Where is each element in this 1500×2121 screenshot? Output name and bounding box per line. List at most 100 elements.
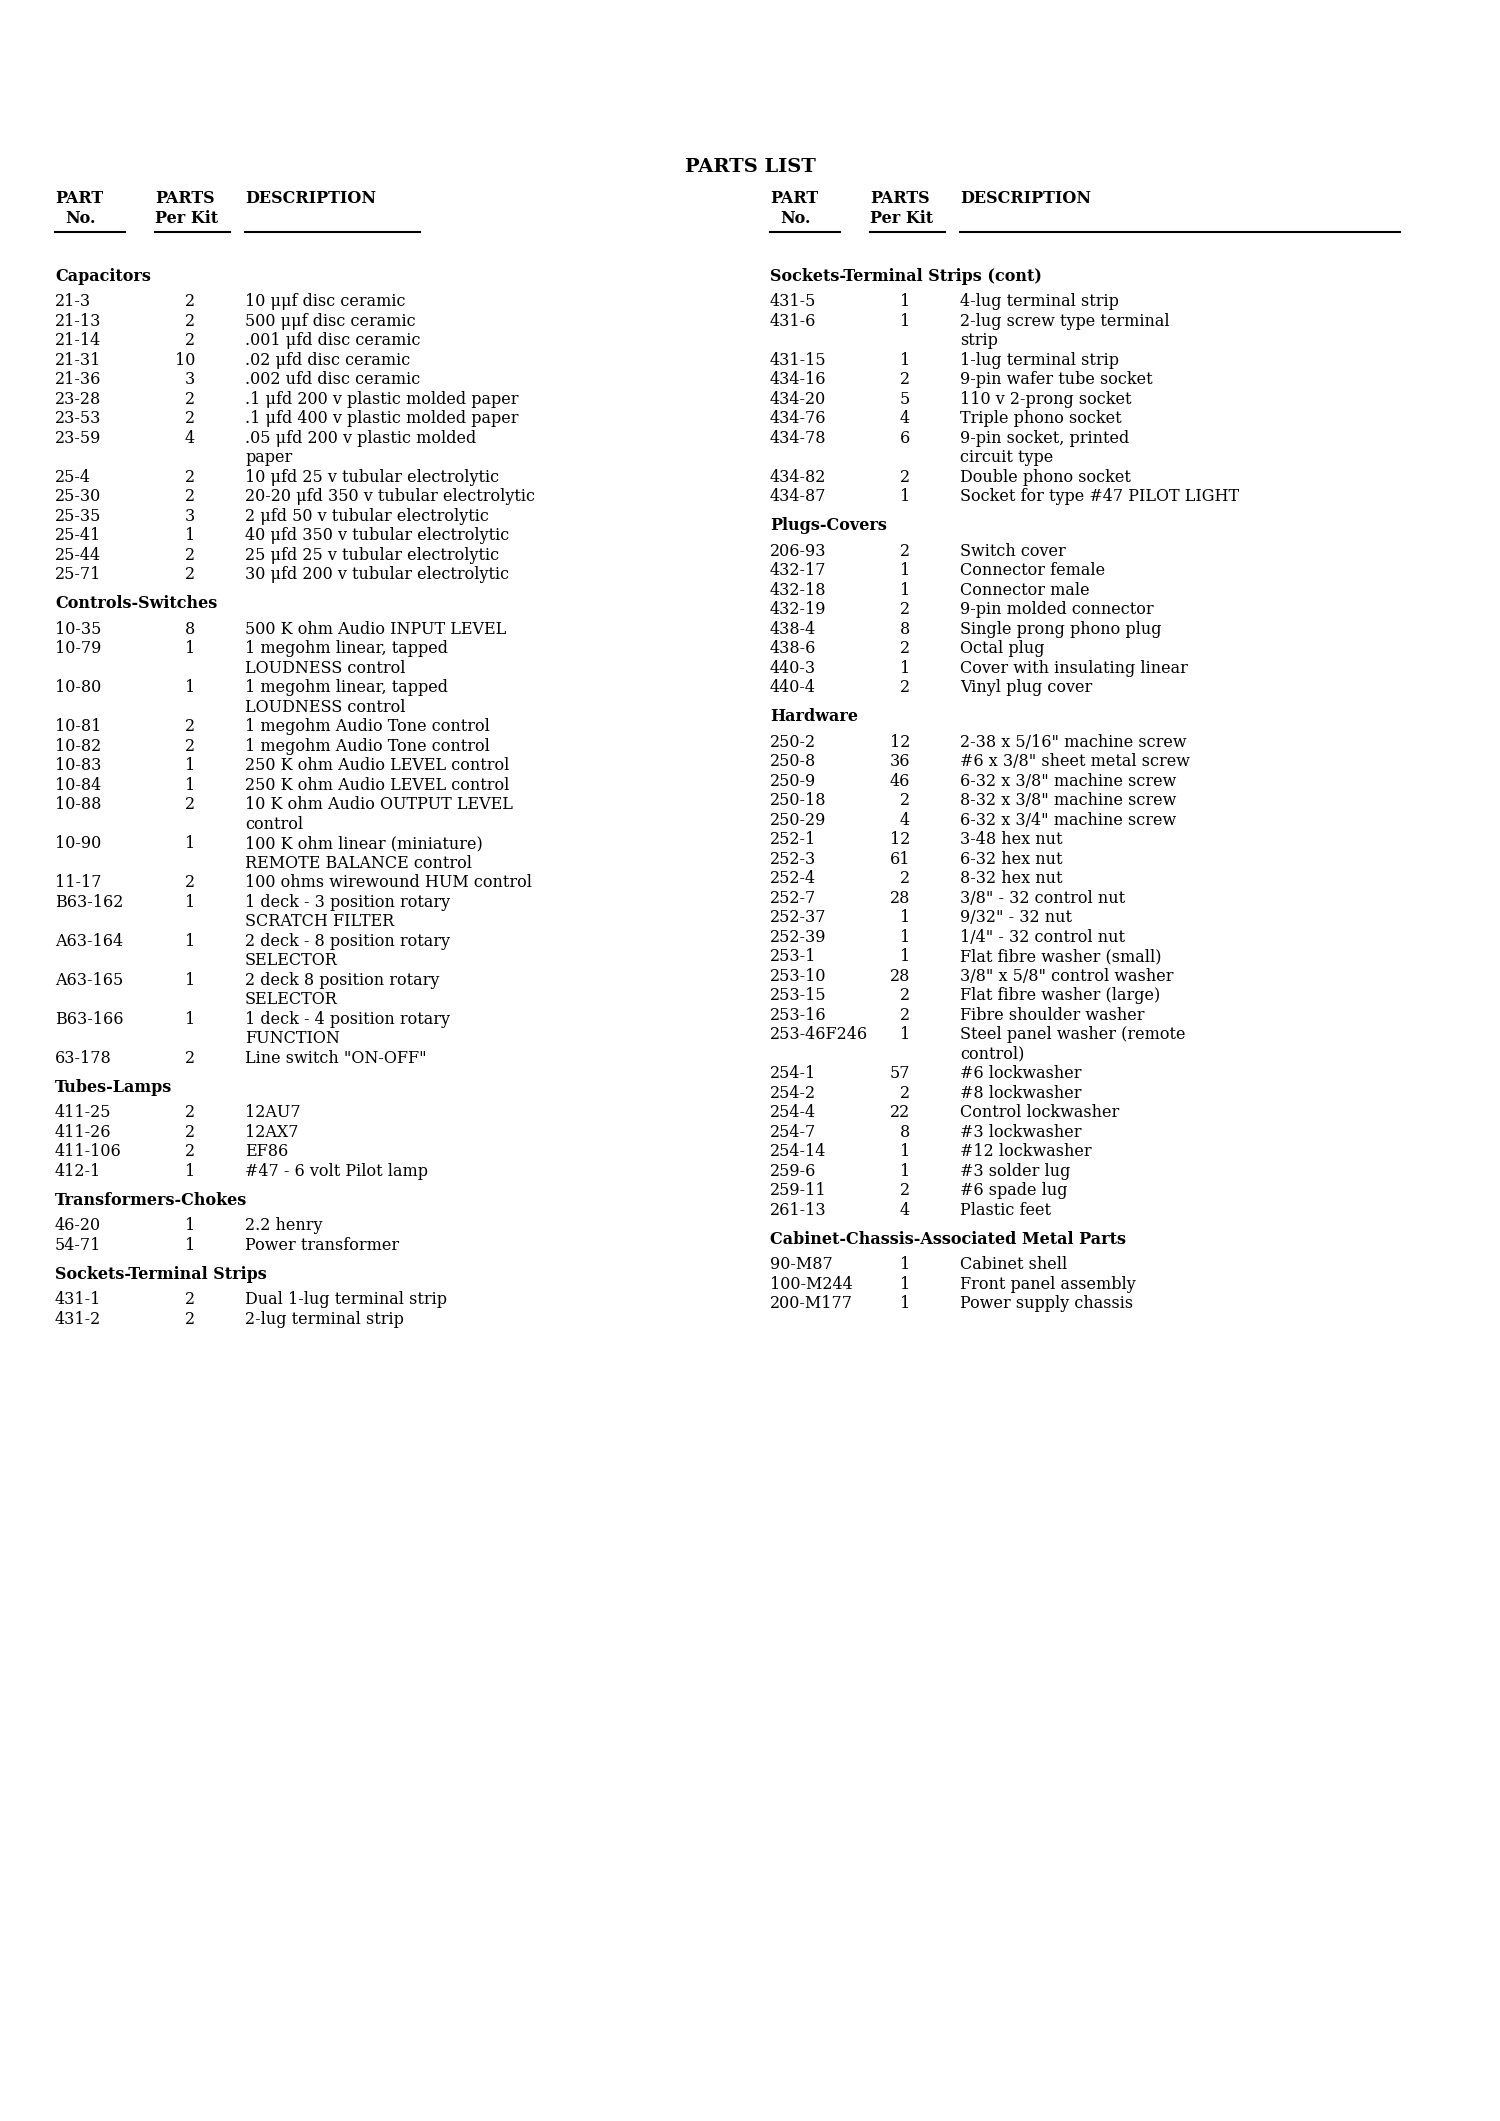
- Text: #12 lockwasher: #12 lockwasher: [960, 1143, 1092, 1160]
- Text: 8: 8: [184, 621, 195, 638]
- Text: 2: 2: [900, 469, 910, 486]
- Text: 110 v 2-prong socket: 110 v 2-prong socket: [960, 390, 1131, 407]
- Text: 10-84: 10-84: [56, 776, 102, 793]
- Text: 10-82: 10-82: [56, 738, 102, 755]
- Text: 254-14: 254-14: [770, 1143, 826, 1160]
- Text: 1: 1: [900, 312, 910, 329]
- Text: 1: 1: [184, 776, 195, 793]
- Text: 9-pin wafer tube socket: 9-pin wafer tube socket: [960, 371, 1152, 388]
- Text: circuit type: circuit type: [960, 450, 1053, 467]
- Text: B63-166: B63-166: [56, 1012, 123, 1029]
- Text: .1 μfd 200 v plastic molded paper: .1 μfd 200 v plastic molded paper: [244, 390, 519, 407]
- Text: Steel panel washer (remote: Steel panel washer (remote: [960, 1027, 1185, 1044]
- Text: Double phono socket: Double phono socket: [960, 469, 1131, 486]
- Text: 434-20: 434-20: [770, 390, 826, 407]
- Text: 4-lug terminal strip: 4-lug terminal strip: [960, 293, 1119, 310]
- Text: #6 lockwasher: #6 lockwasher: [960, 1065, 1082, 1082]
- Text: 432-18: 432-18: [770, 581, 826, 598]
- Text: 440-4: 440-4: [770, 679, 816, 696]
- Text: Socket for type #47 PILOT LIGHT: Socket for type #47 PILOT LIGHT: [960, 488, 1239, 505]
- Text: PARTS: PARTS: [154, 191, 214, 208]
- Text: DESCRIPTION: DESCRIPTION: [960, 191, 1090, 208]
- Text: 25-30: 25-30: [56, 488, 102, 505]
- Text: 431-2: 431-2: [56, 1311, 102, 1328]
- Text: 1: 1: [900, 660, 910, 677]
- Text: 3: 3: [184, 507, 195, 524]
- Text: 2: 2: [900, 986, 910, 1005]
- Text: Cover with insulating linear: Cover with insulating linear: [960, 660, 1188, 677]
- Text: 28: 28: [890, 967, 910, 984]
- Text: No.: No.: [780, 210, 810, 227]
- Text: 434-82: 434-82: [770, 469, 826, 486]
- Text: 25-71: 25-71: [56, 566, 102, 583]
- Text: 250 K ohm Audio LEVEL control: 250 K ohm Audio LEVEL control: [244, 776, 510, 793]
- Text: 253-1: 253-1: [770, 948, 816, 965]
- Text: 2: 2: [900, 1007, 910, 1024]
- Text: 434-16: 434-16: [770, 371, 826, 388]
- Text: 9-pin socket, printed: 9-pin socket, printed: [960, 431, 1130, 448]
- Text: Switch cover: Switch cover: [960, 543, 1065, 560]
- Text: Power transformer: Power transformer: [244, 1237, 399, 1254]
- Text: Octal plug: Octal plug: [960, 641, 1044, 658]
- Text: 411-106: 411-106: [56, 1143, 122, 1160]
- Text: 30 μfd 200 v tubular electrolytic: 30 μfd 200 v tubular electrolytic: [244, 566, 508, 583]
- Text: 1: 1: [184, 679, 195, 696]
- Text: 2: 2: [184, 390, 195, 407]
- Text: 1: 1: [900, 910, 910, 927]
- Text: 46: 46: [890, 772, 910, 789]
- Text: 46-20: 46-20: [56, 1217, 100, 1234]
- Text: 63-178: 63-178: [56, 1050, 111, 1067]
- Text: 253-16: 253-16: [770, 1007, 826, 1024]
- Text: LOUDNESS control: LOUDNESS control: [244, 660, 405, 677]
- Text: 1: 1: [900, 1027, 910, 1044]
- Text: Per Kit: Per Kit: [870, 210, 933, 227]
- Text: 1: 1: [184, 757, 195, 774]
- Text: DESCRIPTION: DESCRIPTION: [244, 191, 376, 208]
- Text: Hardware: Hardware: [770, 708, 858, 725]
- Text: No.: No.: [64, 210, 96, 227]
- Text: #6 x 3/8" sheet metal screw: #6 x 3/8" sheet metal screw: [960, 753, 1190, 770]
- Text: 23-59: 23-59: [56, 431, 102, 448]
- Text: 6-32 hex nut: 6-32 hex nut: [960, 851, 1062, 867]
- Text: 261-13: 261-13: [770, 1203, 826, 1220]
- Text: 8-32 x 3/8" machine screw: 8-32 x 3/8" machine screw: [960, 793, 1176, 810]
- Text: 4: 4: [184, 431, 195, 448]
- Text: 252-1: 252-1: [770, 831, 816, 848]
- Text: 36: 36: [890, 753, 910, 770]
- Text: 3/8" - 32 control nut: 3/8" - 32 control nut: [960, 891, 1125, 908]
- Text: 8-32 hex nut: 8-32 hex nut: [960, 870, 1062, 887]
- Text: 253-46F246: 253-46F246: [770, 1027, 868, 1044]
- Text: paper: paper: [244, 450, 292, 467]
- Text: A63-165: A63-165: [56, 971, 123, 988]
- Text: 22: 22: [890, 1105, 910, 1122]
- Text: 412-1: 412-1: [56, 1162, 102, 1179]
- Text: 250-2: 250-2: [770, 734, 816, 751]
- Text: 23-28: 23-28: [56, 390, 102, 407]
- Text: PARTS: PARTS: [870, 191, 930, 208]
- Text: 4: 4: [900, 1203, 910, 1220]
- Text: 2: 2: [184, 469, 195, 486]
- Text: Plastic feet: Plastic feet: [960, 1203, 1052, 1220]
- Text: Line switch "ON-OFF": Line switch "ON-OFF": [244, 1050, 426, 1067]
- Text: 10-79: 10-79: [56, 641, 102, 658]
- Text: 12: 12: [890, 831, 910, 848]
- Text: SELECTOR: SELECTOR: [244, 952, 338, 969]
- Text: #3 lockwasher: #3 lockwasher: [960, 1124, 1082, 1141]
- Text: 2: 2: [184, 1311, 195, 1328]
- Text: 10 K ohm Audio OUTPUT LEVEL: 10 K ohm Audio OUTPUT LEVEL: [244, 795, 513, 812]
- Text: 434-78: 434-78: [770, 431, 826, 448]
- Text: 254-1: 254-1: [770, 1065, 816, 1082]
- Text: 2: 2: [184, 409, 195, 426]
- Text: 2: 2: [900, 543, 910, 560]
- Text: 1: 1: [900, 1256, 910, 1273]
- Text: FUNCTION: FUNCTION: [244, 1031, 340, 1048]
- Text: 21-36: 21-36: [56, 371, 102, 388]
- Text: 10 μμf disc ceramic: 10 μμf disc ceramic: [244, 293, 405, 310]
- Text: 40 μfd 350 v tubular electrolytic: 40 μfd 350 v tubular electrolytic: [244, 528, 508, 545]
- Text: Single prong phono plug: Single prong phono plug: [960, 621, 1161, 638]
- Text: 438-4: 438-4: [770, 621, 816, 638]
- Text: 259-11: 259-11: [770, 1181, 826, 1198]
- Text: 25-4: 25-4: [56, 469, 92, 486]
- Text: 8: 8: [900, 1124, 910, 1141]
- Text: Tubes-Lamps: Tubes-Lamps: [56, 1080, 172, 1097]
